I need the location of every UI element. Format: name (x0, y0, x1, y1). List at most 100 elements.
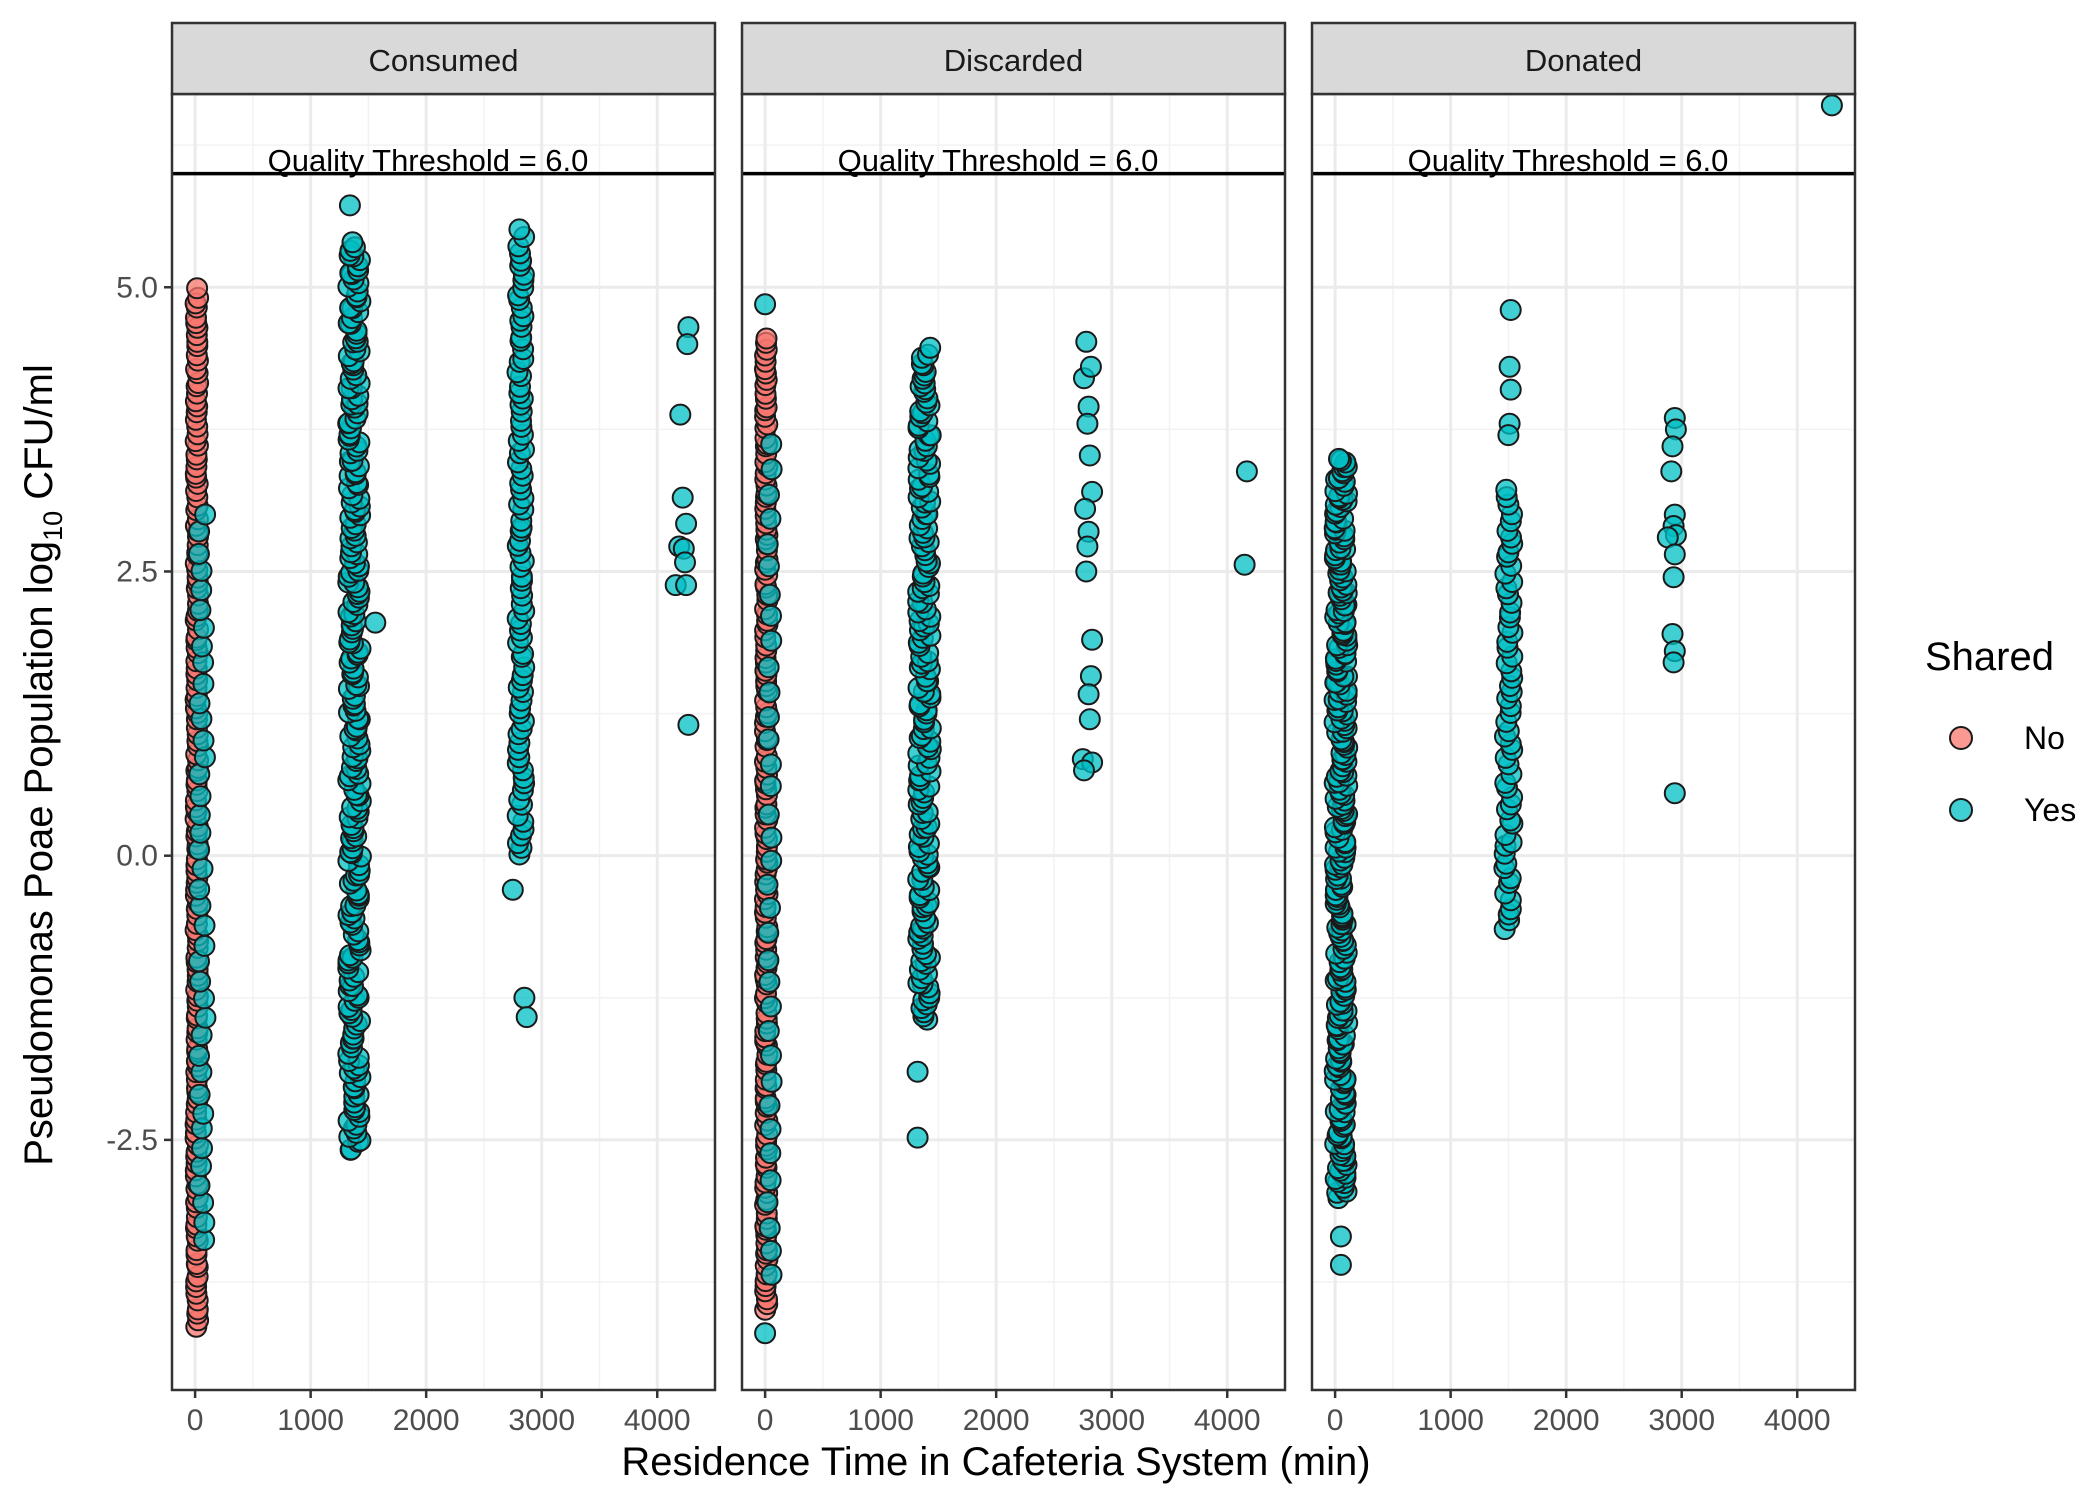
data-point-yes (759, 1118, 782, 1141)
data-point-yes (192, 672, 215, 695)
data-point-yes (1660, 460, 1683, 483)
data-point-yes (756, 533, 779, 556)
data-point-yes (760, 1044, 782, 1067)
panel-background (742, 94, 1285, 1390)
data-point-yes (1233, 553, 1256, 576)
data-point-yes (1081, 628, 1104, 651)
data-point-yes (1235, 460, 1258, 483)
y-axis-title-subscript: 10 (38, 511, 68, 541)
data-point-yes (1328, 447, 1350, 470)
y-axis: -2.5 0.0 2.5 5.0 (106, 271, 172, 1157)
panel-background (172, 94, 715, 1390)
facet-strip (1310, 21, 1857, 96)
facet-strip-label: Donated (1525, 43, 1642, 78)
data-point-yes (1073, 759, 1095, 782)
x-tick-label: 1000 (1417, 1404, 1484, 1437)
x-tick-label: 4000 (1194, 1404, 1261, 1437)
data-point-yes (191, 857, 214, 880)
data-point-yes (192, 729, 215, 752)
data-point-yes (501, 878, 524, 901)
data-point-yes (190, 1155, 212, 1178)
data-point-yes (757, 555, 780, 578)
data-point-yes (1075, 330, 1098, 353)
x-tick-label: 2000 (963, 1404, 1030, 1437)
data-point-yes (190, 635, 213, 658)
data-point-yes (757, 949, 780, 972)
data-point-yes (193, 914, 216, 937)
legend-key-no (1949, 726, 1973, 750)
data-point-no (186, 277, 209, 300)
x-tick-label: 0 (187, 1404, 204, 1437)
data-point-yes (193, 934, 216, 957)
data-point-yes (757, 803, 780, 826)
data-point-yes (758, 1217, 781, 1240)
x-tick-label: 4000 (1764, 1404, 1831, 1437)
data-point-yes (192, 616, 215, 639)
data-point-yes (760, 433, 783, 456)
data-point-yes (919, 336, 942, 359)
data-point-yes (677, 713, 700, 736)
data-point-yes (757, 921, 780, 944)
data-point-yes (1078, 708, 1101, 731)
data-point-yes (1074, 497, 1097, 520)
facet-strip (170, 21, 717, 96)
data-point-no (755, 327, 778, 350)
data-point-yes (1079, 665, 1102, 688)
y-tick-label: 5.0 (116, 271, 158, 304)
data-point-yes (188, 1083, 211, 1106)
data-point-yes (758, 681, 781, 704)
data-point-yes (760, 849, 783, 872)
x-axis-title: Residence Time in Cafeteria System (min) (621, 1440, 1370, 1484)
legend-title: Shared (1925, 635, 2054, 679)
data-point-yes (191, 1137, 213, 1160)
data-point-yes (189, 599, 212, 622)
data-point-yes (674, 551, 696, 574)
x-tick-label: 3000 (1648, 1404, 1715, 1437)
data-point-yes (513, 986, 536, 1009)
quality-threshold-label: Quality Threshold = 6.0 (838, 143, 1159, 178)
x-tick-label: 4000 (624, 1404, 691, 1437)
data-point-yes (1076, 412, 1099, 435)
data-point-yes (1079, 355, 1102, 378)
data-point-yes (193, 1211, 216, 1234)
data-point-yes (188, 878, 211, 901)
panel-background (1312, 94, 1855, 1390)
data-point-yes (759, 1169, 782, 1192)
data-point-yes (757, 1020, 780, 1042)
data-point-yes (341, 231, 364, 254)
data-point-yes (187, 542, 210, 565)
data-point-yes (757, 706, 780, 729)
data-point-yes (760, 458, 783, 481)
data-point-yes (760, 629, 783, 652)
data-point-yes (1820, 94, 1843, 117)
quality-threshold-label: Quality Threshold = 6.0 (1408, 143, 1729, 178)
data-point-yes (192, 1102, 215, 1125)
data-point-yes (757, 728, 780, 751)
data-point-yes (1662, 651, 1685, 674)
data-point-yes (756, 873, 779, 896)
data-point-yes (189, 970, 212, 993)
data-point-yes (760, 1263, 783, 1286)
data-point-yes (759, 1142, 782, 1165)
points-group (184, 194, 700, 1338)
data-point-yes (1497, 424, 1520, 447)
data-point-yes (1663, 543, 1686, 566)
y-axis-title: Pseudomonas Poae Population log10 CFU/ml (17, 364, 68, 1166)
legend-label-no: No (2024, 720, 2065, 756)
data-point-yes (759, 753, 782, 776)
data-point-yes (759, 896, 781, 919)
x-tick-label: 0 (1327, 1404, 1344, 1437)
data-point-yes (759, 775, 782, 798)
x-tick-label: 2000 (393, 1404, 460, 1437)
facet-strip (740, 21, 1287, 96)
data-point-yes (906, 1126, 929, 1149)
data-point-yes (1075, 560, 1098, 583)
data-point-yes (760, 1070, 783, 1093)
data-point-yes (1499, 299, 1522, 321)
x-tick-label: 1000 (847, 1404, 914, 1437)
data-point-yes (669, 403, 692, 426)
data-point-yes (756, 1191, 779, 1214)
x-tick-label: 3000 (1078, 1404, 1145, 1437)
data-point-yes (1329, 1225, 1352, 1248)
